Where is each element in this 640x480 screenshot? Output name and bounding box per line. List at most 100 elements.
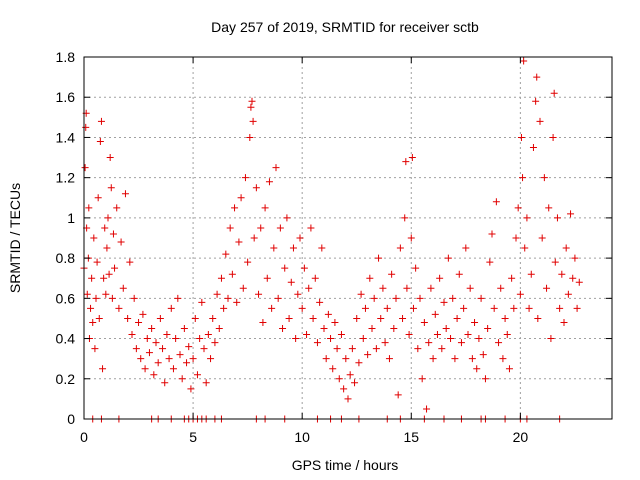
data-point <box>93 258 101 266</box>
data-point <box>543 284 551 292</box>
data-point <box>438 345 446 353</box>
data-point <box>342 355 350 363</box>
data-point <box>300 264 308 272</box>
y-tick-label: 0.4 <box>56 331 76 347</box>
data-point <box>95 314 103 322</box>
data-point <box>213 290 221 298</box>
data-point <box>105 270 113 278</box>
data-point <box>460 304 468 312</box>
data-point <box>551 258 559 266</box>
data-point <box>335 375 343 383</box>
data-point <box>202 379 210 387</box>
data-point <box>348 345 356 353</box>
data-point <box>564 290 572 298</box>
data-point <box>471 318 479 326</box>
data-point <box>490 304 498 312</box>
data-point <box>89 318 97 326</box>
data-point <box>447 335 455 343</box>
y-tick-label: 1.4 <box>56 129 76 145</box>
data-point <box>265 178 273 186</box>
data-point <box>207 355 215 363</box>
data-point <box>296 234 304 242</box>
data-point <box>403 284 411 292</box>
data-point <box>209 314 217 322</box>
data-point <box>82 123 90 131</box>
data-point <box>533 73 541 81</box>
data-point <box>497 284 505 292</box>
data-point <box>289 244 297 252</box>
data-point <box>128 331 136 339</box>
data-point <box>152 339 160 347</box>
data-point <box>556 304 564 312</box>
data-point <box>187 385 195 393</box>
data-point <box>263 274 271 282</box>
data-point <box>327 335 335 343</box>
data-point <box>536 117 544 125</box>
x-tick-label: 15 <box>403 429 419 445</box>
data-point <box>340 385 348 393</box>
data-point <box>346 371 354 379</box>
data-point <box>191 314 199 322</box>
data-point <box>185 343 193 351</box>
data-point <box>94 194 102 202</box>
data-point <box>141 365 149 373</box>
data-point <box>307 224 315 232</box>
data-point <box>449 294 457 302</box>
data-point <box>279 325 287 332</box>
y-tick-label: 0.2 <box>56 371 76 387</box>
data-point <box>562 244 570 252</box>
data-point <box>357 290 365 298</box>
plot-frame <box>83 56 613 420</box>
data-point <box>283 214 291 222</box>
data-point <box>255 290 263 298</box>
data-point <box>143 335 151 343</box>
data-point <box>115 304 123 312</box>
data-point <box>571 254 579 262</box>
x-tick-label: 5 <box>189 429 197 445</box>
data-point <box>322 355 330 363</box>
data-point <box>285 314 293 322</box>
data-point <box>298 304 306 312</box>
data-point <box>538 234 546 242</box>
data-point <box>453 314 461 322</box>
chart-title: Day 257 of 2019, SRMTID for receiver sct… <box>211 19 479 35</box>
data-point <box>222 250 230 258</box>
data-point <box>137 355 145 363</box>
data-point <box>99 365 107 373</box>
data-point <box>211 339 219 347</box>
data-point <box>316 298 324 306</box>
data-point <box>204 331 212 339</box>
data-point <box>366 274 374 282</box>
data-point <box>420 318 428 326</box>
data-point <box>231 204 239 212</box>
data-point <box>333 345 341 353</box>
data-point <box>92 294 100 302</box>
y-tick-label: 1.8 <box>56 49 76 65</box>
data-point <box>329 365 337 373</box>
data-point <box>370 294 378 302</box>
data-point <box>159 345 167 353</box>
data-point <box>248 97 256 105</box>
data-point <box>150 371 158 379</box>
data-point <box>235 238 243 246</box>
data-point <box>549 133 557 141</box>
data-point <box>117 238 125 246</box>
data-point <box>567 210 575 218</box>
x-axis-label: GPS time / hours <box>292 457 399 473</box>
data-point <box>361 304 369 312</box>
data-point <box>303 331 311 339</box>
data-point <box>466 284 474 292</box>
data-point <box>523 214 531 222</box>
data-point <box>320 325 328 332</box>
data-point <box>468 355 476 363</box>
data-point <box>495 339 503 347</box>
data-point <box>96 137 104 145</box>
data-points <box>80 57 583 423</box>
data-point <box>189 355 197 363</box>
data-point <box>381 339 389 347</box>
data-point <box>436 274 444 282</box>
data-point <box>517 133 525 141</box>
data-point <box>228 270 236 278</box>
data-point <box>457 339 465 347</box>
data-point <box>464 331 472 339</box>
